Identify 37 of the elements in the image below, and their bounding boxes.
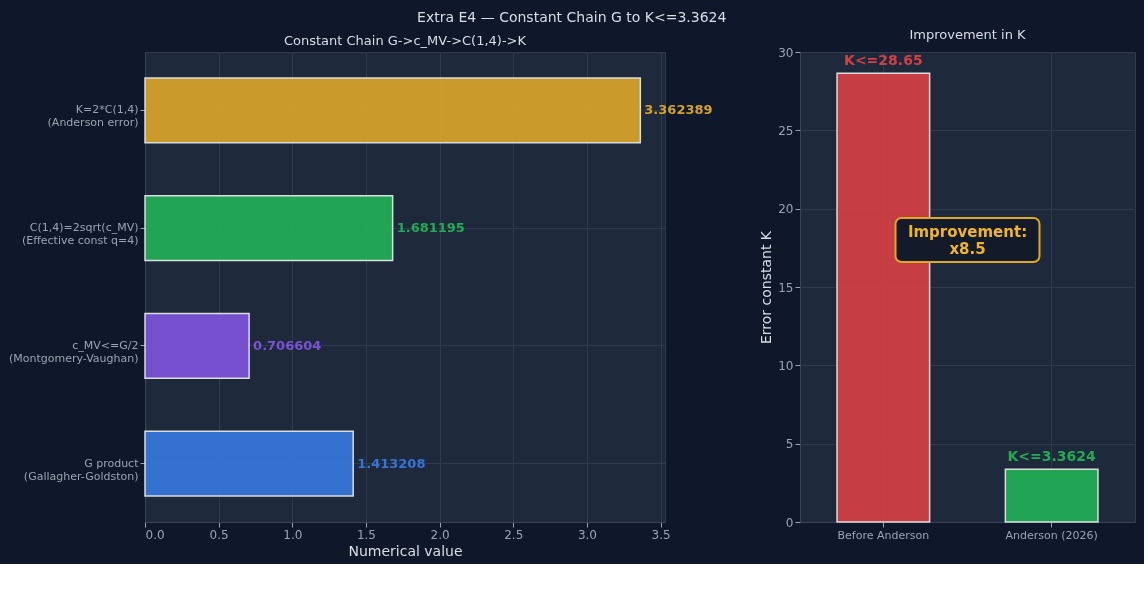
x-tick-label: 3.5: [651, 527, 671, 542]
x-tick-label: 0.5: [209, 527, 229, 542]
chart-title: Improvement in K: [909, 27, 1027, 42]
y-tick-label: 5: [785, 437, 794, 452]
bar: [144, 194, 394, 262]
data-label: K<=3.3624: [1007, 448, 1097, 465]
x-tick-label: Anderson (2026): [1005, 528, 1098, 542]
data-label: 3.362389: [644, 102, 713, 118]
y-tick-label: 10: [778, 358, 794, 373]
x-tick-label: 3.0: [577, 527, 597, 542]
y-axis-title: Error constant K: [758, 230, 775, 345]
y-tick-label: K=2*C(1,4) (Anderson error): [47, 103, 139, 130]
x-tick-label: 1.0: [283, 527, 303, 542]
bar: [144, 430, 354, 497]
annotation: Improvement: x8.5: [907, 223, 1028, 258]
data-label: 1.413208: [357, 455, 426, 471]
y-tick-label: 15: [778, 280, 794, 295]
y-tick-label: 30: [778, 45, 794, 60]
data-label: 1.681195: [396, 220, 465, 236]
y-tick-label: 25: [778, 123, 794, 138]
bar: [144, 77, 642, 144]
data-label: K<=28.65: [844, 52, 923, 69]
data-label: 0.706604: [253, 337, 322, 353]
x-tick-label: 2.0: [430, 527, 450, 542]
x-tick-label: 2.5: [504, 527, 524, 542]
text: Extra E4 — Constant Chain G to K<=3.3624: [417, 8, 727, 25]
y-tick-label: G product (Gallagher-Goldston): [23, 456, 140, 483]
y-tick-label: 20: [778, 202, 794, 217]
y-tick-label: 0: [785, 515, 794, 530]
y-tick-label: C(1,4)=2sqrt(c_MV) (Effective const q=4): [21, 221, 139, 248]
bar: [144, 312, 250, 380]
x-tick-label: 0.0: [145, 527, 165, 542]
chart-title: Constant Chain G->c_MV->C(1,4)->K: [283, 33, 527, 48]
x-axis-title: Numerical value: [348, 542, 463, 559]
y-tick-label: c_MV<=G/2 (Montgomery-Vaughan): [9, 338, 139, 365]
x-tick-label: 1.5: [356, 527, 377, 542]
x-tick-label: Before Anderson: [837, 528, 930, 542]
